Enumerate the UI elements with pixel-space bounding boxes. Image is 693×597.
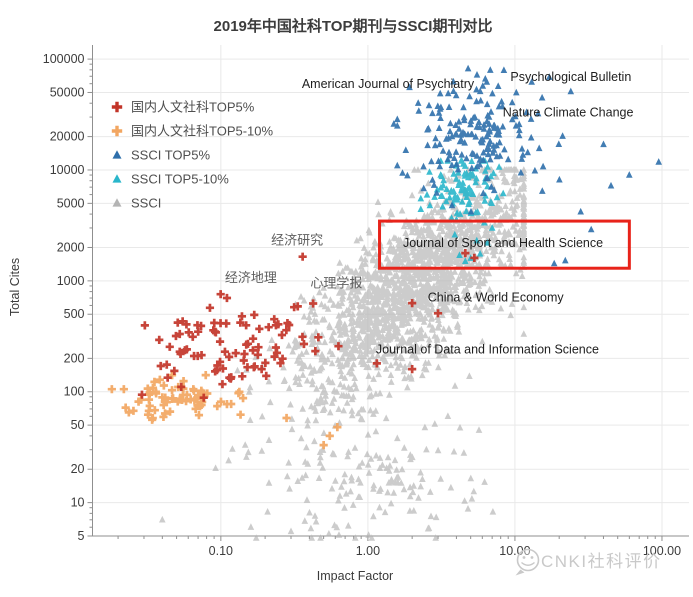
- annotation-label: Nature Climate Change: [503, 105, 634, 119]
- y-tick-label: 2000: [57, 240, 85, 254]
- watermark-text: CNKI社科评价: [541, 552, 662, 571]
- legend-item-4: SSCI TOP5-10%: [112, 172, 229, 187]
- legend-item-label: 国内人文社科TOP5-10%: [131, 124, 274, 139]
- watermark-wechat-icon: [515, 548, 540, 576]
- annotation-label: 经济地理: [225, 270, 277, 285]
- y-tick-label: 5: [78, 529, 85, 543]
- x-tick-label: 0.10: [209, 544, 233, 558]
- annotation-label: 经济研究: [271, 233, 323, 248]
- y-tick-label: 20: [71, 462, 85, 476]
- y-tick-label: 20000: [50, 130, 85, 144]
- annotations: American Journal of Psychiatry Psychologi…: [225, 70, 634, 357]
- annotation-label: China & World Economy: [428, 290, 565, 304]
- legend-plus-marker-icon: [111, 101, 123, 113]
- annotation-label: Journal of Sport and Health Science: [403, 236, 603, 250]
- x-axis-label: Impact Factor: [317, 569, 393, 583]
- legend-item-label: SSCI TOP5-10%: [131, 172, 229, 187]
- y-tick-label: 100000: [43, 52, 85, 66]
- annotation-label: 心理学报: [310, 275, 362, 290]
- y-tick-label: 50000: [50, 85, 85, 99]
- highlight-box-layer: [378, 219, 631, 270]
- legend-item-2: 国内人文社科TOP5-10%: [111, 124, 274, 139]
- highlight-box: [378, 219, 631, 270]
- y-tick-label: 1000: [57, 274, 85, 288]
- legend-item-label: SSCI: [131, 196, 161, 211]
- series-plus-markers: [107, 371, 342, 450]
- legend-item-1: 国内人文社科TOP5%: [111, 100, 255, 115]
- annotation-label: American Journal of Psychiatry: [302, 77, 475, 91]
- x-tick-label: 100.00: [643, 544, 681, 558]
- legend: 国内人文社科TOP5% 国内人文社科TOP5-10% SSCI TOP5% SSCI …: [111, 100, 274, 211]
- y-tick-label: 50: [71, 418, 85, 432]
- watermark: CNKI社科评价: [515, 548, 662, 576]
- y-tick-label: 5000: [57, 196, 85, 210]
- chart-title: 2019年中国社科TOP期刊与SSCI期刊对比: [214, 17, 493, 35]
- axes: 0.10 1.00 10.00 100.00 100000 50000 20000 10000…: [43, 45, 689, 558]
- annotation-label: Psychological Bulletin: [510, 70, 631, 84]
- annotation-label: Journal of Data and Information Science: [376, 343, 599, 357]
- series-triangle-markers: [159, 166, 528, 541]
- y-tick-label: 10: [71, 496, 85, 510]
- y-axis-label: Total Cites: [8, 258, 22, 316]
- legend-triangle-marker-icon: [112, 198, 122, 207]
- y-tick-label: 10000: [50, 163, 85, 177]
- legend-item-label: SSCI TOP5%: [131, 148, 210, 163]
- legend-triangle-marker-icon: [112, 150, 122, 159]
- legend-triangle-marker-icon: [112, 174, 122, 183]
- series-triangle-markers: [417, 157, 507, 264]
- legend-item-label: 国内人文社科TOP5%: [131, 100, 255, 115]
- legend-item-3: SSCI TOP5%: [112, 148, 210, 163]
- x-tick-label: 10.00: [499, 544, 530, 558]
- y-tick-label: 500: [64, 307, 85, 321]
- data-points: [107, 64, 662, 541]
- x-tick-label: 1.00: [356, 544, 380, 558]
- legend-plus-marker-icon: [111, 125, 123, 137]
- legend-item-5: SSCI: [112, 196, 161, 211]
- y-tick-label: 100: [64, 385, 85, 399]
- y-tick-label: 200: [64, 351, 85, 365]
